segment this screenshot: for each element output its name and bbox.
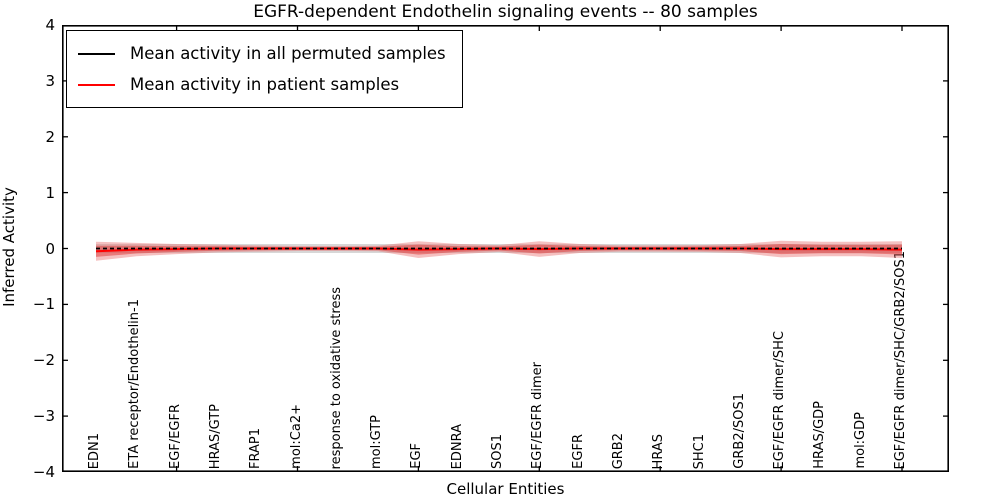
plot-area (62, 25, 949, 472)
legend-label: Mean activity in all permuted samples (130, 44, 446, 63)
y-tick-label: −4 (32, 463, 55, 481)
y-tick-label: −2 (32, 351, 55, 370)
y-tick-label: −3 (32, 407, 55, 426)
y-axis-ticks: 4 3 2 1 0 −1 −2 −3 −4 (0, 16, 55, 481)
legend-label: Mean activity in patient samples (130, 75, 400, 94)
x-axis-label: Cellular Entities (446, 480, 565, 498)
legend-line-permuted (78, 52, 115, 55)
chart-title: EGFR-dependent Endothelin signaling even… (253, 2, 758, 22)
legend-item: Mean activity in patient samples (78, 69, 446, 100)
patient-samples-std-band-inner (96, 244, 902, 257)
y-tick-label: 4 (45, 16, 55, 34)
y-tick-label: 2 (45, 127, 55, 146)
legend-box: Mean activity in all permuted samples Mea… (66, 30, 463, 108)
y-tick-label: 0 (45, 239, 55, 258)
y-tick-label: −1 (32, 295, 55, 314)
legend-line-patient (78, 83, 115, 86)
y-tick-label: 1 (45, 183, 55, 202)
y-tick-label: 3 (45, 71, 55, 90)
patient-samples-std-band-outer (96, 240, 902, 261)
plot-frame (62, 25, 949, 472)
legend-item: Mean activity in all permuted samples (78, 38, 446, 69)
chart-canvas (62, 25, 949, 472)
